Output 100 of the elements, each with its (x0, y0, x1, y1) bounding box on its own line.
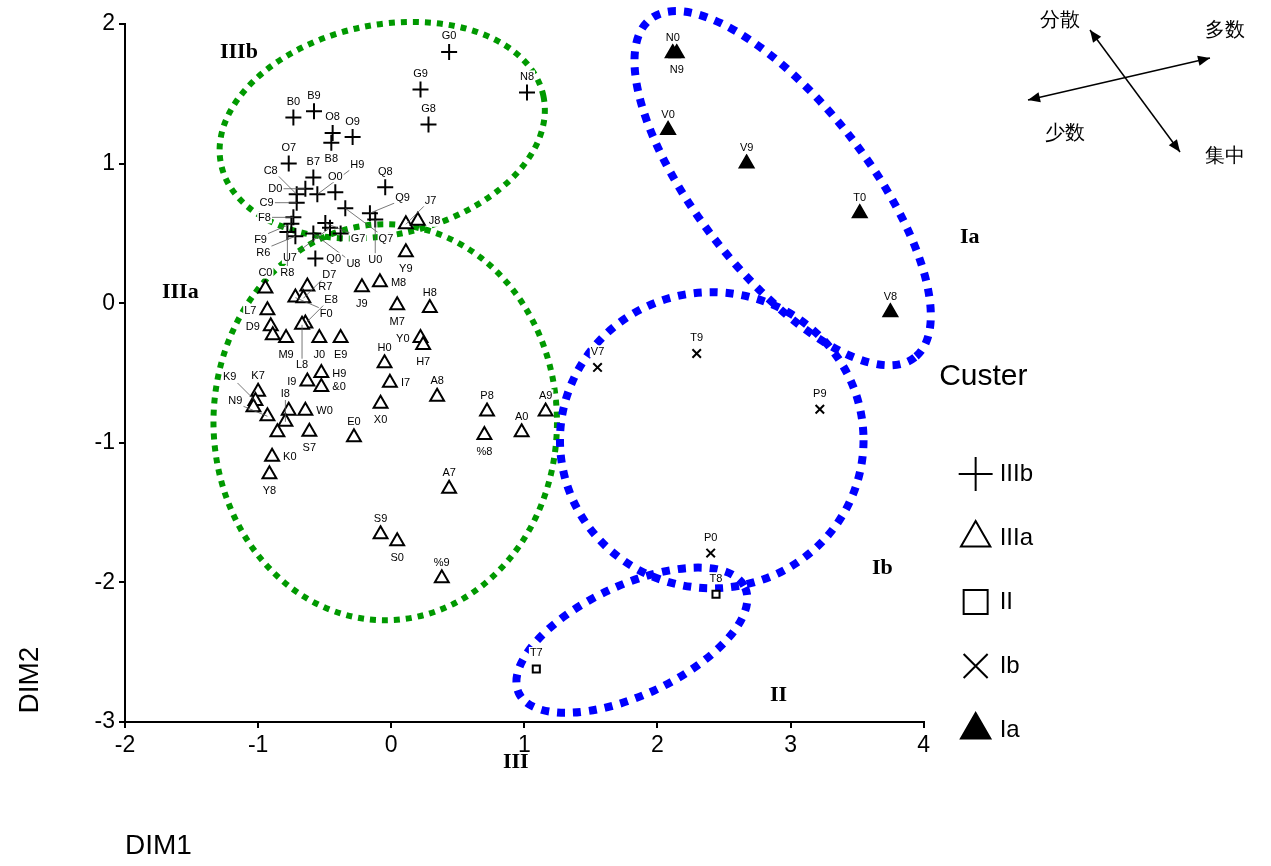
y-tick-label: -2 (94, 567, 115, 594)
annotation: G0 (441, 29, 457, 42)
annotation: Q7 (378, 231, 394, 244)
annotation: O8 (325, 110, 340, 123)
annotation: Q0 (326, 252, 342, 265)
text: 分散 (1040, 7, 1080, 30)
annotation: B8 (324, 152, 339, 165)
annotation: &0 (332, 380, 346, 393)
x-tick-label: 2 (651, 731, 664, 758)
annotation: V0 (661, 107, 675, 120)
annotation: R6 (256, 245, 271, 258)
annotation: U0 (368, 252, 383, 265)
annotation: O9 (345, 114, 360, 127)
annotation: A7 (442, 466, 456, 479)
legend-label: Ib (999, 650, 1020, 678)
annotation: T9 (690, 330, 704, 343)
annotation: J7 (424, 193, 437, 206)
annotation: I8 (280, 387, 290, 400)
annotation: %9 (433, 555, 450, 568)
y-tick-label: 1 (102, 148, 115, 175)
annotation: B9 (307, 88, 321, 101)
annotation: H0 (377, 340, 392, 353)
legend-title: Custer (939, 358, 1028, 392)
annotation: U7 (282, 251, 297, 264)
annotation: L8 (295, 358, 309, 371)
annotation: Y0 (396, 331, 410, 344)
annotation: X0 (373, 413, 388, 426)
x-tick-label: -1 (247, 731, 269, 758)
annotation: E0 (347, 414, 361, 427)
legend-label: IIIa (999, 522, 1034, 550)
annotation: F9 (254, 233, 267, 246)
annotation: G9 (413, 67, 428, 80)
annotation: J0 (313, 347, 326, 360)
annotation: S0 (390, 550, 404, 563)
x-tick-label: 0 (384, 731, 398, 758)
annotation: V7 (590, 344, 605, 357)
annotation: II (770, 680, 788, 706)
annotation: O0 (327, 169, 343, 182)
annotation: A8 (430, 374, 444, 387)
annotation: C0 (258, 266, 273, 279)
annotation: C9 (259, 196, 274, 209)
annotation: R8 (280, 265, 295, 278)
annotation: N8 (519, 69, 535, 82)
annotation: Ib (872, 553, 893, 579)
annotation: E9 (333, 347, 348, 360)
annotation: K7 (251, 369, 265, 382)
annotation: F8 (258, 210, 271, 223)
annotation: J8 (428, 214, 441, 227)
annotation: M9 (278, 347, 294, 360)
annotation: F0 (319, 307, 333, 320)
annotation: U8 (346, 256, 361, 269)
annotation: N9 (228, 393, 243, 406)
annotation: L7 (244, 303, 257, 316)
annotation: N0 (665, 30, 680, 43)
y-tick-label: 2 (102, 9, 115, 36)
annotation: B7 (306, 155, 321, 168)
annotation: Q9 (395, 190, 410, 203)
annotation: C8 (263, 163, 278, 176)
annotation: H8 (422, 285, 437, 298)
annotation: M8 (390, 275, 407, 288)
annotation: V9 (739, 141, 754, 154)
y-tick-label: -1 (94, 428, 115, 455)
annotation: V8 (883, 289, 898, 302)
annotation: Y9 (399, 261, 413, 274)
annotation: A9 (538, 388, 553, 401)
annotation: M7 (389, 314, 405, 327)
x-tick-label: 4 (917, 731, 931, 758)
annotation: H7 (416, 354, 431, 367)
annotation: H9 (350, 157, 365, 170)
annotation: A0 (514, 409, 529, 422)
annotation: H9 (332, 366, 347, 379)
text: 少数 (1045, 120, 1085, 143)
annotation: E8 (324, 292, 338, 305)
y-tick-label: -3 (94, 707, 115, 734)
annotation: P0 (703, 530, 718, 543)
text: Ia (960, 222, 980, 248)
annotation: P9 (813, 386, 827, 399)
annotation: G7 (350, 232, 366, 245)
annotation: S7 (302, 441, 317, 454)
annotation: O7 (281, 141, 297, 154)
annotation: T0 (853, 190, 867, 203)
annotation: I7 (400, 376, 411, 389)
y-axis-title: DIM2 (12, 646, 44, 714)
annotation: J9 (356, 296, 368, 309)
legend-label: IIIb (999, 458, 1034, 486)
annotation: W0 (316, 404, 333, 417)
annotation: %8 (476, 444, 493, 457)
annotation: I9 (287, 374, 297, 387)
annotation: K9 (222, 370, 237, 383)
annotation: N9 (669, 62, 684, 75)
annotation: G8 (421, 102, 436, 115)
x-axis-title: DIM1 (125, 828, 192, 860)
annotation: T7 (529, 646, 543, 659)
annotation: R7 (318, 279, 333, 292)
annotation: IIIa (162, 277, 199, 303)
annotation: T8 (709, 571, 723, 584)
y-tick-label: 0 (102, 288, 115, 315)
annotation: D0 (268, 182, 283, 195)
annotation: S9 (373, 511, 388, 524)
legend-label: II (999, 586, 1013, 614)
